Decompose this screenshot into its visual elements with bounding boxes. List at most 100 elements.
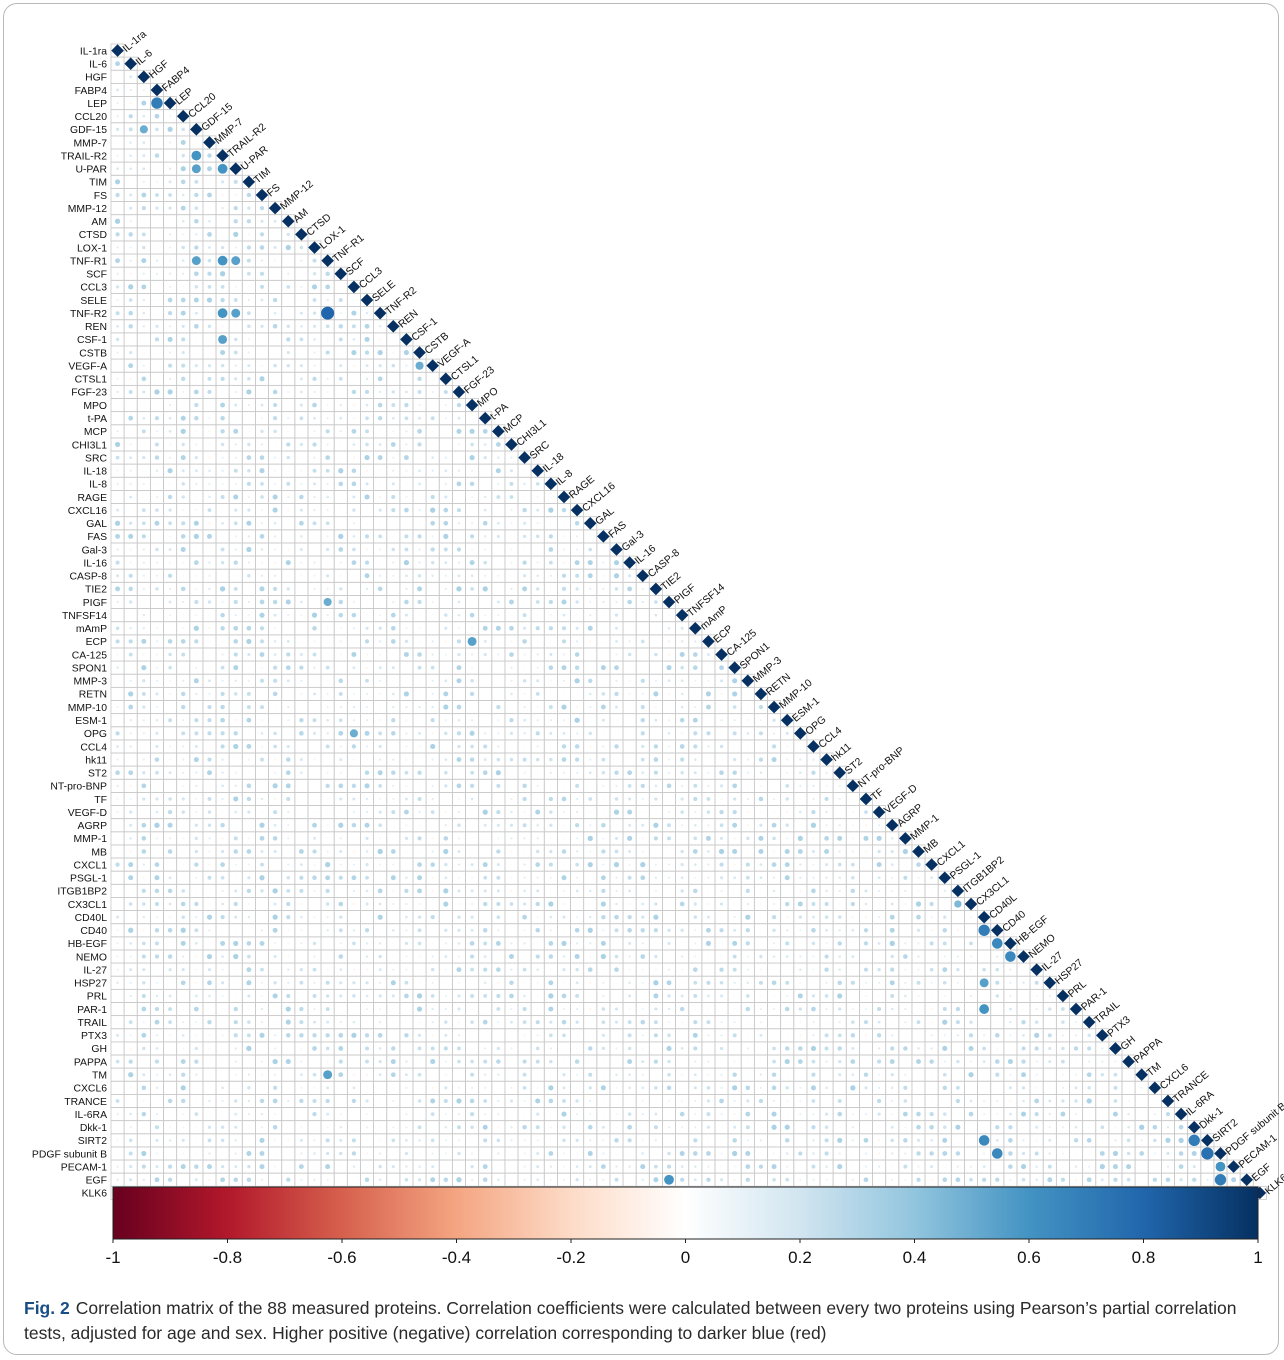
correlation-dot <box>339 574 342 577</box>
correlation-dot <box>274 456 277 459</box>
correlation-dot <box>628 574 632 578</box>
correlation-dot <box>431 377 434 380</box>
correlation-dot <box>326 298 329 302</box>
correlation-dot <box>181 469 185 473</box>
correlation-dot <box>313 456 316 459</box>
correlation-dot <box>259 612 265 618</box>
correlation-dot <box>116 364 119 367</box>
correlation-dot <box>207 389 212 395</box>
correlation-dot <box>167 297 173 303</box>
correlation-dot <box>142 245 146 250</box>
correlation-dot <box>405 390 408 394</box>
correlation-dot <box>300 561 303 564</box>
correlation-dot <box>208 219 211 223</box>
correlation-dot <box>234 337 238 342</box>
correlation-dot <box>233 560 238 565</box>
correlation-dot <box>575 640 579 643</box>
correlation-dot <box>234 482 237 485</box>
correlation-dot <box>155 127 159 132</box>
correlation-dot <box>575 626 579 630</box>
correlation-dot <box>193 520 199 526</box>
correlation-dot <box>405 587 408 591</box>
correlation-dot <box>300 614 303 617</box>
correlation-dot <box>457 574 461 578</box>
correlation-dot <box>128 232 133 237</box>
correlation-dot <box>576 548 579 551</box>
correlation-dot <box>364 323 370 329</box>
correlation-dot <box>287 614 290 617</box>
correlation-dot <box>392 456 395 459</box>
correlation-dot <box>339 364 343 368</box>
correlation-dot <box>142 325 146 328</box>
correlation-dot <box>151 97 163 109</box>
correlation-dot <box>457 613 461 617</box>
correlation-dot <box>287 272 290 275</box>
correlation-dot <box>168 246 172 249</box>
correlation-dot <box>116 88 119 92</box>
correlation-dot <box>208 627 211 630</box>
correlation-dot <box>274 482 277 485</box>
correlation-dot <box>168 521 172 526</box>
correlation-dot <box>392 600 395 604</box>
correlation-dot <box>260 351 264 354</box>
correlation-dot <box>495 468 501 474</box>
correlation-dot <box>286 232 290 237</box>
correlation-dot <box>208 430 211 433</box>
correlation-dot <box>247 535 251 538</box>
correlation-dot <box>509 599 514 605</box>
correlation-dot <box>390 625 396 631</box>
correlation-dot <box>180 297 186 303</box>
correlation-dot <box>259 232 265 237</box>
correlation-dot <box>338 376 343 381</box>
correlation-dot <box>274 548 277 551</box>
correlation-dot <box>536 614 539 617</box>
correlation-dot <box>417 599 422 605</box>
correlation-dot <box>128 639 133 644</box>
correlation-dot <box>483 443 487 446</box>
correlation-dot <box>247 377 251 381</box>
correlation-dot <box>234 193 237 197</box>
correlation-dot <box>497 456 500 459</box>
correlation-dot <box>219 271 226 277</box>
correlation-dot <box>128 415 134 421</box>
correlation-dot <box>260 284 264 289</box>
correlation-dot <box>615 600 618 604</box>
correlation-dot <box>273 429 277 434</box>
correlation-dot <box>470 574 474 578</box>
correlation-dot <box>233 599 238 605</box>
correlation-dot <box>300 456 303 459</box>
correlation-dot <box>325 521 330 526</box>
correlation-dot <box>418 469 421 473</box>
correlation-dot <box>392 522 395 525</box>
correlation-dot <box>339 522 342 525</box>
correlation-dot <box>351 310 357 316</box>
correlation-dot <box>443 533 449 539</box>
correlation-dot <box>300 351 303 354</box>
correlation-dot <box>417 534 422 539</box>
correlation-dot <box>128 586 133 592</box>
correlation-dot <box>561 639 567 644</box>
correlation-dot <box>272 599 278 605</box>
correlation-dot <box>351 560 357 566</box>
correlation-dot <box>496 495 501 499</box>
correlation-dot <box>287 298 290 302</box>
correlation-dot <box>286 481 291 486</box>
correlation-dot <box>338 337 343 342</box>
correlation-dot <box>470 522 474 525</box>
correlation-dot <box>142 272 145 275</box>
correlation-dot <box>285 560 291 566</box>
correlation-dot <box>129 521 133 525</box>
correlation-dot <box>208 561 211 564</box>
correlation-dot <box>430 416 435 421</box>
correlation-dot <box>181 219 185 223</box>
correlation-dot <box>168 115 172 118</box>
correlation-dot <box>247 364 251 368</box>
correlation-dot <box>326 495 329 499</box>
correlation-dot <box>509 481 514 486</box>
correlation-dot <box>141 521 146 526</box>
correlation-dot <box>299 494 304 500</box>
correlation-dot <box>667 640 671 643</box>
correlation-dot <box>168 180 172 184</box>
correlation-dot <box>313 416 316 420</box>
correlation-dot <box>417 574 422 578</box>
